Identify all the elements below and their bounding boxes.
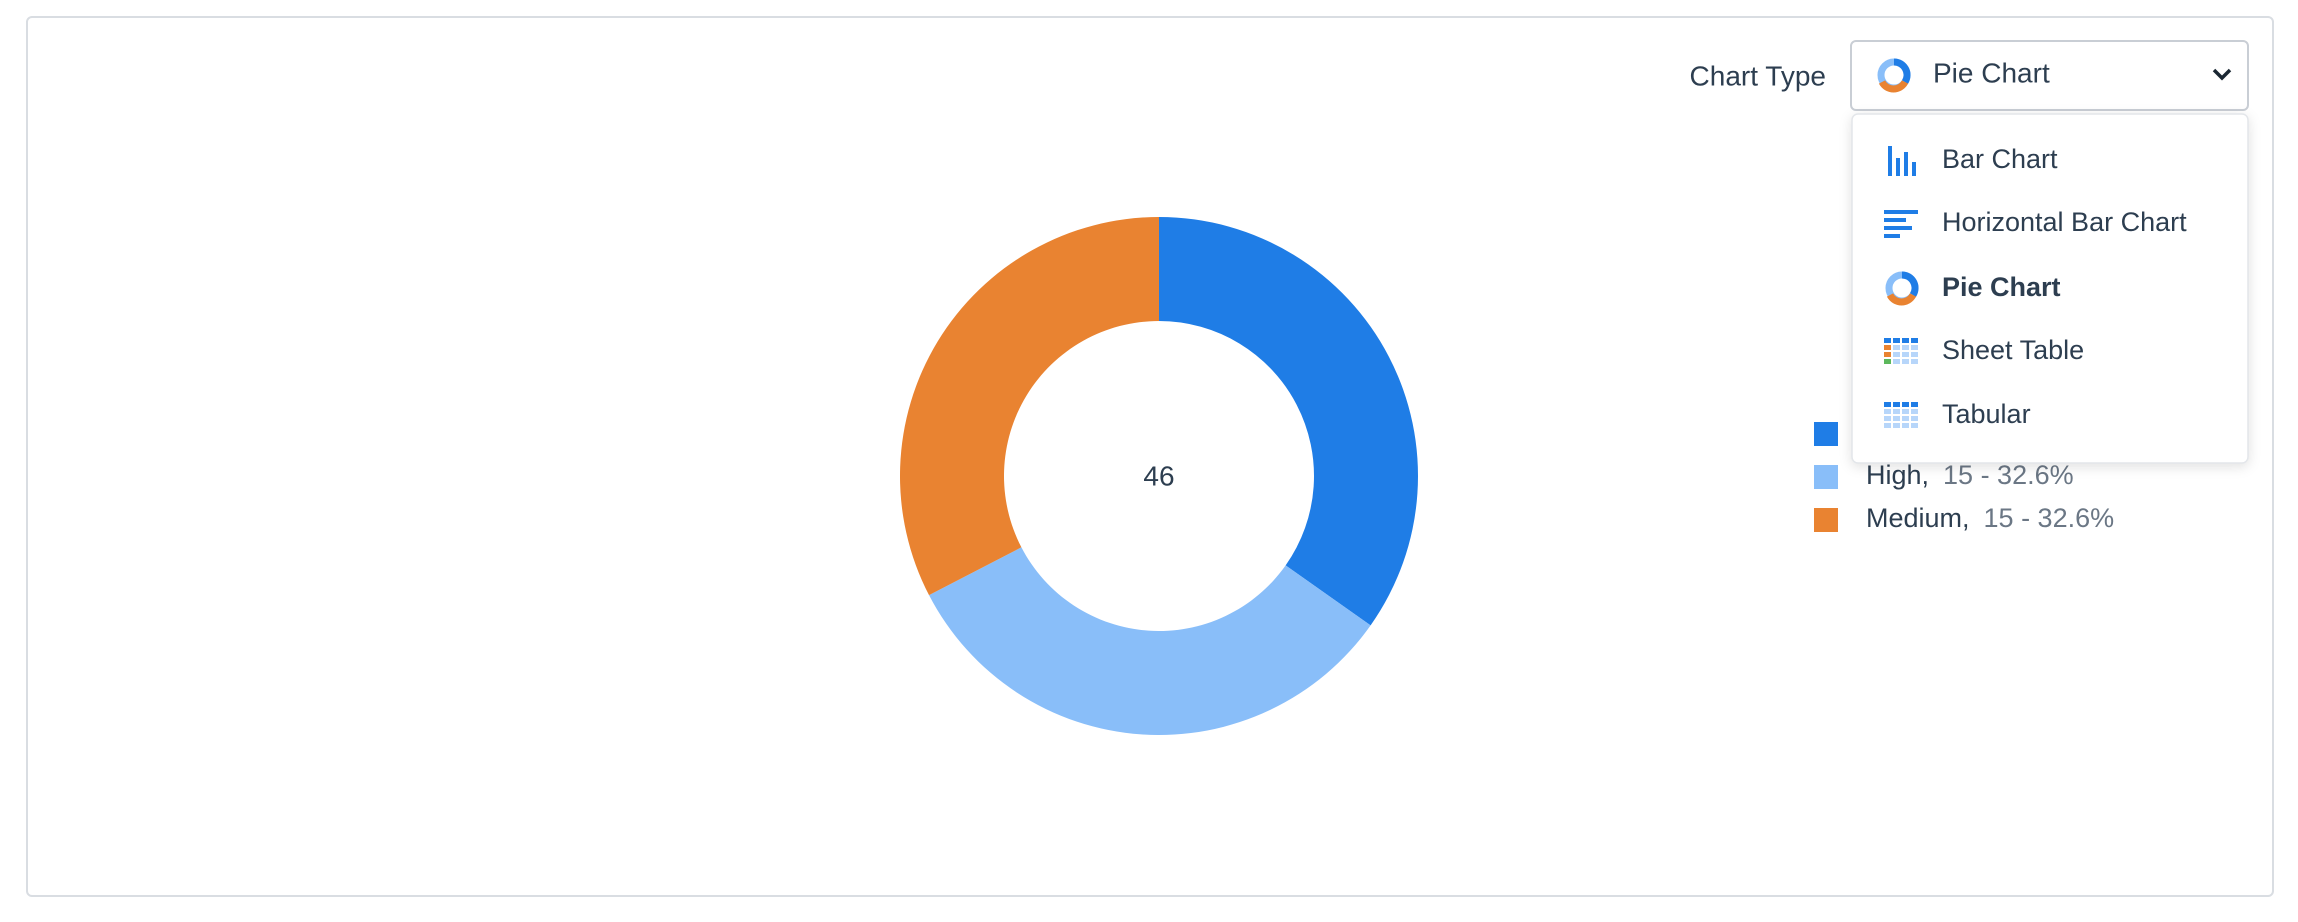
select-value: Pie Chart — [1933, 57, 2050, 88]
legend-swatch — [1814, 422, 1838, 446]
icon-cell — [1902, 423, 1909, 428]
option[interactable]: Horizontal Bar Chart — [1884, 207, 2187, 238]
option-label[interactable]: Pie Chart — [1942, 272, 2061, 302]
icon-cell — [1902, 409, 1909, 414]
pie-icon-part — [1886, 293, 1917, 306]
icon-cell — [1884, 359, 1891, 364]
icon-cell — [1893, 423, 1900, 428]
icon-cell — [1911, 402, 1918, 407]
card — [26, 16, 2274, 897]
option-label[interactable]: Bar Chart — [1942, 144, 2058, 174]
legend-value: 15 - 32.6% — [1943, 460, 2074, 490]
select-box[interactable] — [1850, 40, 2249, 111]
tabular-icon — [1884, 402, 1918, 428]
icon-cell — [1884, 338, 1891, 343]
icon-cell — [1893, 409, 1900, 414]
pie-icon-part — [1878, 80, 1909, 93]
pie-icon-part — [1901, 271, 1919, 297]
icon-cell — [1911, 416, 1918, 421]
pie-icon-part — [1893, 58, 1911, 84]
center-total: 46 — [1143, 460, 1174, 491]
icon-cell — [1902, 402, 1909, 407]
icon-cell — [1911, 345, 1918, 350]
icon-cell — [1893, 345, 1900, 350]
icon-cell — [1884, 345, 1891, 350]
pie-slice — [1159, 217, 1419, 626]
pie-slice — [929, 547, 1371, 736]
icon-cell — [1893, 338, 1900, 343]
icon-cell — [1902, 338, 1909, 343]
icon-cell — [1911, 352, 1918, 357]
option-label[interactable]: Horizontal Bar Chart — [1942, 207, 2187, 237]
legend-value: 15 - 32.6% — [1984, 503, 2115, 533]
hbar-icon — [1884, 210, 1918, 238]
icon-cell — [1902, 352, 1909, 357]
icon-cell — [1902, 359, 1909, 364]
icon-cell — [1893, 352, 1900, 357]
icon-cell — [1893, 402, 1900, 407]
icon-cell — [1911, 409, 1918, 414]
option[interactable]: Sheet Table — [1884, 335, 2084, 365]
option-label[interactable]: Sheet Table — [1942, 335, 2084, 365]
icon-cell — [1884, 423, 1891, 428]
icon-cell — [1902, 345, 1909, 350]
menu-panel — [1851, 113, 2249, 464]
chart-type-label: Chart Type — [1690, 60, 1826, 91]
chevron — [2212, 68, 2232, 81]
icon-cell — [1911, 338, 1918, 343]
chart-type-select[interactable]: Pie Chart — [1850, 40, 2249, 111]
option-label[interactable]: Tabular — [1942, 399, 2031, 429]
legend-label: High, — [1866, 460, 1929, 490]
legend-swatch — [1814, 508, 1838, 532]
option[interactable]: Tabular — [1884, 399, 2031, 429]
legend-label: Medium, — [1866, 503, 1970, 533]
pie-slice — [900, 217, 1159, 596]
icon-cell — [1911, 423, 1918, 428]
icon-cell — [1884, 409, 1891, 414]
option[interactable]: Pie Chart — [1885, 271, 2061, 306]
legend: High, 15 - 32.6% Medium, 15 - 32.6% — [1814, 422, 2114, 533]
icon-cell — [1884, 416, 1891, 421]
sheet-icon — [1884, 338, 1918, 364]
dropdown-menu: Bar Chart Horizontal Bar Chart Pie Chart… — [1851, 113, 2249, 464]
legend-swatch — [1814, 465, 1838, 489]
icon-cell — [1911, 359, 1918, 364]
icon-cell — [1902, 416, 1909, 421]
icon-cell — [1893, 416, 1900, 421]
option[interactable]: Bar Chart — [1888, 144, 2058, 176]
icon-cell — [1884, 402, 1891, 407]
pie — [900, 217, 1419, 736]
bar-icon — [1888, 146, 1916, 176]
icon-cell — [1893, 359, 1900, 364]
icon-cell — [1884, 352, 1891, 357]
